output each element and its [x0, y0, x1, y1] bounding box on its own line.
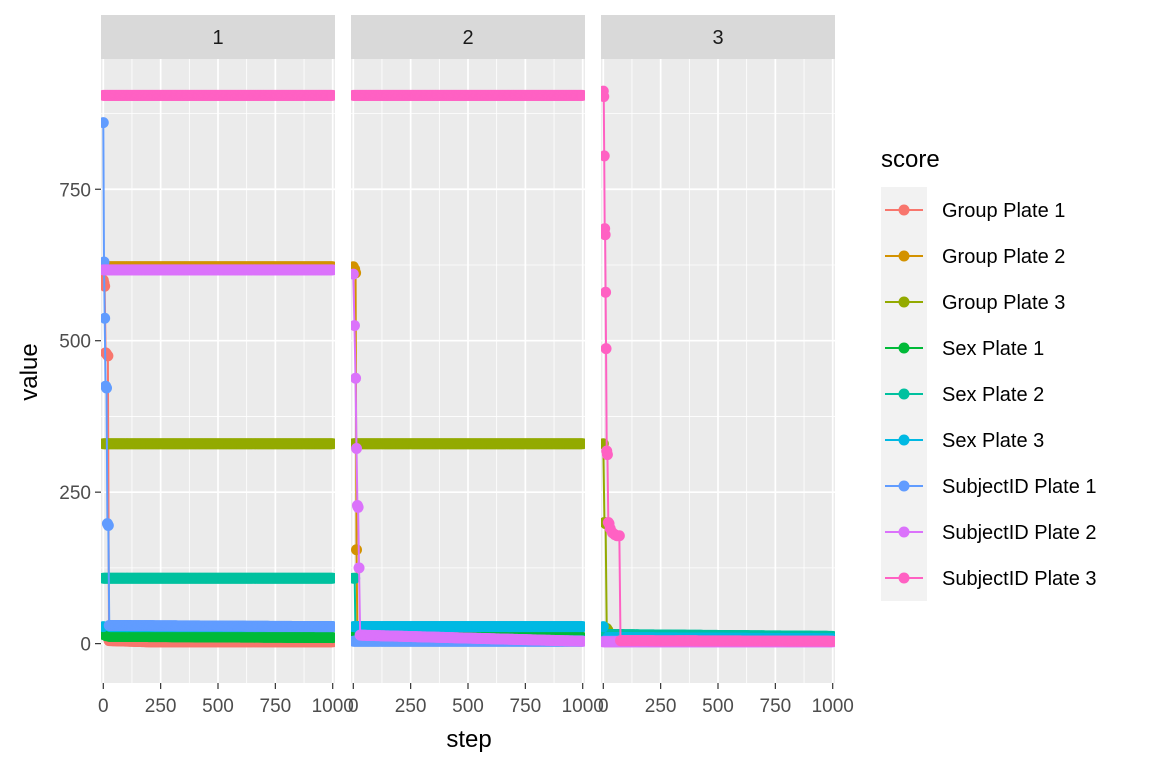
series-point — [577, 621, 585, 633]
facet-panel-3: 30 250 500 750 1000 — [598, 15, 854, 717]
series-point — [102, 350, 114, 362]
facet-strip — [101, 15, 335, 59]
x-tick-label: 500 — [202, 696, 234, 717]
series-point — [577, 438, 585, 450]
facet-strip — [601, 15, 835, 59]
x-tick-label: 750 — [260, 696, 292, 717]
x-tick-label: 250 — [145, 696, 177, 717]
series-point — [352, 501, 364, 513]
series-point — [101, 382, 113, 394]
x-tick-label: 750 — [510, 696, 542, 717]
series-point — [327, 632, 335, 644]
facet-panel-2: 2 0 250 500 750 1000 — [348, 15, 604, 717]
x-tick-label: 1000 — [312, 696, 354, 717]
data-layer — [101, 89, 335, 648]
x-tick-label: 1000 — [562, 696, 604, 717]
series-point — [351, 544, 363, 556]
x-axis-title: step — [446, 726, 491, 753]
x-tick-label: 0 — [98, 696, 109, 717]
series-point — [327, 438, 335, 450]
facet-strip-label: 3 — [712, 27, 723, 49]
series-point — [353, 562, 365, 574]
series-point — [327, 89, 335, 101]
series-point — [101, 312, 111, 324]
series-point — [327, 264, 335, 276]
legend-title: score — [881, 146, 940, 173]
x-tick-label: 0 — [348, 696, 359, 717]
facet-strip-label: 1 — [212, 27, 223, 49]
x-tick-label: 500 — [452, 696, 484, 717]
series-point — [351, 268, 359, 280]
series-point — [351, 443, 363, 455]
series-point — [351, 572, 361, 584]
data-layer — [601, 85, 835, 648]
series-point — [102, 519, 114, 531]
series-point — [327, 572, 335, 584]
data-layer — [351, 89, 585, 647]
series-point — [351, 372, 362, 384]
facet-panel-1: 1 0 250 500 750 1000 — [98, 15, 354, 717]
y-axis-title: value — [16, 343, 43, 400]
series-point — [577, 89, 585, 101]
series-point — [351, 320, 360, 332]
series-point — [101, 117, 109, 129]
facet-strip — [351, 15, 585, 59]
x-tick-label: 250 — [395, 696, 427, 717]
series-point — [327, 621, 335, 633]
series-point — [577, 635, 585, 647]
facet-strip-label: 2 — [462, 27, 473, 49]
